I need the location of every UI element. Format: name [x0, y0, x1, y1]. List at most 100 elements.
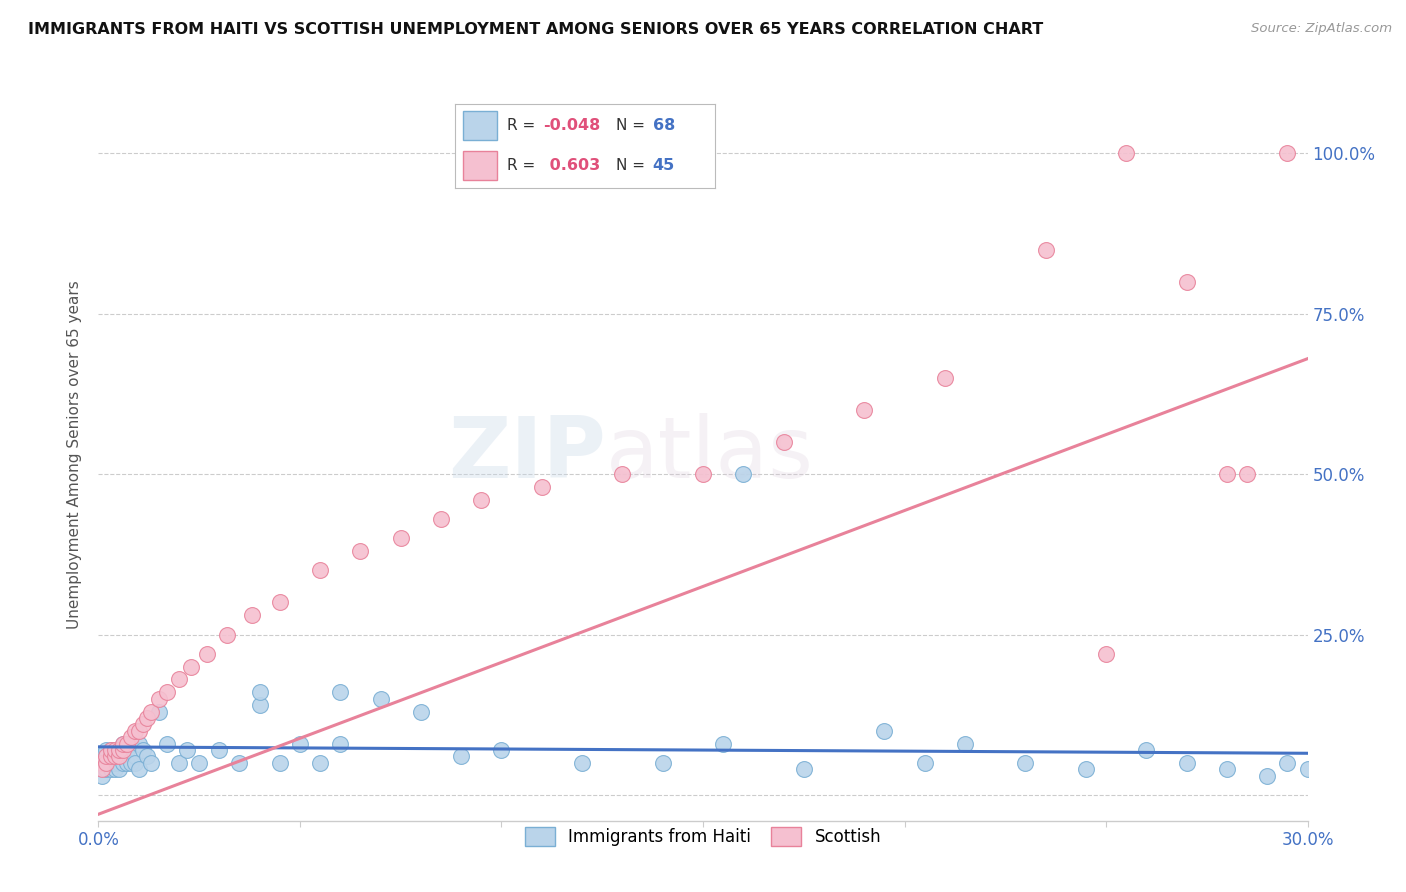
Point	[1296, 762, 1319, 776]
Point	[124, 723, 146, 738]
Point	[269, 595, 291, 609]
Point	[853, 403, 876, 417]
Point	[1175, 275, 1198, 289]
Point	[100, 749, 122, 764]
Point	[91, 762, 114, 776]
Point	[132, 743, 155, 757]
Point	[571, 756, 593, 770]
Point	[309, 756, 332, 770]
Point	[389, 532, 412, 546]
Point	[124, 756, 146, 770]
Point	[111, 756, 134, 770]
Point	[692, 467, 714, 482]
Point	[249, 685, 271, 699]
Point	[195, 647, 218, 661]
Text: Source: ZipAtlas.com: Source: ZipAtlas.com	[1251, 22, 1392, 36]
Point	[772, 435, 794, 450]
Point	[1014, 756, 1036, 770]
Point	[217, 627, 239, 641]
Point	[148, 705, 170, 719]
Point	[1115, 146, 1137, 161]
Point	[873, 723, 896, 738]
Point	[103, 756, 125, 770]
Point	[240, 608, 263, 623]
Point	[103, 762, 125, 776]
Point	[228, 756, 250, 770]
Point	[1277, 756, 1299, 770]
Point	[96, 756, 118, 770]
Point	[100, 762, 122, 776]
Point	[96, 756, 118, 770]
Point	[1175, 756, 1198, 770]
Point	[120, 756, 142, 770]
Point	[139, 705, 162, 719]
Point	[132, 717, 155, 731]
Text: IMMIGRANTS FROM HAITI VS SCOTTISH UNEMPLOYMENT AMONG SENIORS OVER 65 YEARS CORRE: IMMIGRANTS FROM HAITI VS SCOTTISH UNEMPL…	[28, 22, 1043, 37]
Point	[111, 749, 134, 764]
Point	[115, 756, 138, 770]
Point	[1316, 756, 1339, 770]
Point	[91, 756, 114, 770]
Point	[329, 737, 352, 751]
Point	[491, 743, 513, 757]
Point	[107, 756, 129, 770]
Point	[135, 711, 157, 725]
Point	[711, 737, 734, 751]
Point	[111, 737, 134, 751]
Point	[167, 673, 190, 687]
Point	[1216, 467, 1239, 482]
Point	[329, 685, 352, 699]
Point	[370, 691, 392, 706]
Point	[124, 749, 146, 764]
Point	[180, 659, 202, 673]
Point	[733, 467, 755, 482]
Point	[934, 371, 956, 385]
Point	[100, 743, 122, 757]
Point	[1236, 467, 1258, 482]
Point	[793, 762, 815, 776]
Point	[96, 743, 118, 757]
Point	[107, 743, 129, 757]
Point	[91, 762, 114, 776]
Point	[450, 749, 472, 764]
Point	[1095, 647, 1118, 661]
Point	[96, 749, 118, 764]
Point	[176, 743, 198, 757]
Point	[1135, 743, 1157, 757]
Point	[100, 743, 122, 757]
Text: atlas: atlas	[606, 413, 814, 497]
Point	[651, 756, 673, 770]
Point	[115, 743, 138, 757]
Point	[103, 749, 125, 764]
Text: ZIP: ZIP	[449, 413, 606, 497]
Point	[1256, 769, 1278, 783]
Point	[135, 749, 157, 764]
Point	[249, 698, 271, 713]
Point	[188, 756, 211, 770]
Point	[470, 492, 492, 507]
Point	[167, 756, 190, 770]
Point	[409, 705, 432, 719]
Point	[107, 749, 129, 764]
Point	[349, 544, 371, 558]
Point	[103, 743, 125, 757]
Point	[91, 756, 114, 770]
Point	[91, 769, 114, 783]
Legend: Immigrants from Haiti, Scottish: Immigrants from Haiti, Scottish	[519, 820, 887, 853]
Point	[120, 730, 142, 744]
Point	[208, 743, 231, 757]
Point	[612, 467, 634, 482]
Point	[120, 737, 142, 751]
Point	[309, 563, 332, 577]
Point	[530, 480, 553, 494]
Point	[96, 762, 118, 776]
Point	[100, 756, 122, 770]
Point	[288, 737, 311, 751]
Point	[111, 737, 134, 751]
Point	[914, 756, 936, 770]
Point	[107, 743, 129, 757]
Point	[100, 749, 122, 764]
Point	[430, 512, 453, 526]
Point	[156, 685, 179, 699]
Point	[111, 743, 134, 757]
